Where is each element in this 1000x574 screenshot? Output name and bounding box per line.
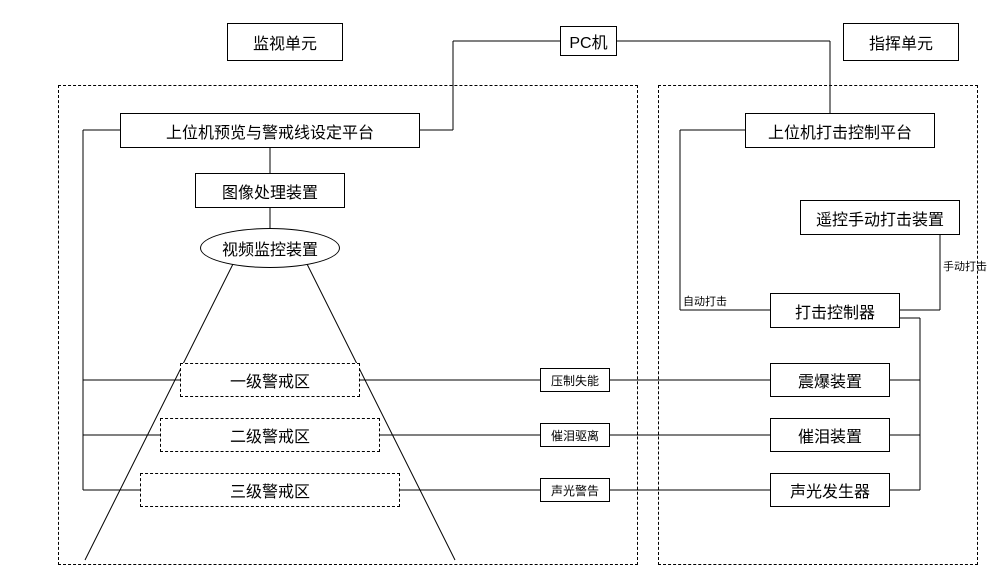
- zone2-label: 二级警戒区: [230, 423, 310, 447]
- strike-platform-label: 上位机打击控制平台: [768, 119, 912, 143]
- stun-device-label: 震爆装置: [798, 368, 862, 392]
- video-monitoring-label: 视频监控装置: [222, 236, 318, 260]
- zone3-label: 三级警戒区: [230, 478, 310, 502]
- manual-strike-label: 手动打击: [943, 258, 987, 274]
- tear-device-label: 催泪装置: [798, 423, 862, 447]
- auto-strike-label: 自动打击: [683, 293, 727, 309]
- strike-platform-box: 上位机打击控制平台: [745, 113, 935, 148]
- sound-light-warn-box: 声光警告: [540, 478, 610, 502]
- sound-light-gen-box: 声光发生器: [770, 473, 890, 507]
- stun-device-box: 震爆装置: [770, 363, 890, 397]
- monitor-unit-label: 监视单元: [253, 30, 317, 54]
- remote-manual-box: 遥控手动打击装置: [800, 200, 960, 235]
- sound-light-gen-label: 声光发生器: [790, 478, 870, 502]
- zone1-label: 一级警戒区: [230, 368, 310, 392]
- preview-platform-label: 上位机预览与警戒线设定平台: [166, 119, 374, 143]
- strike-controller-label: 打击控制器: [795, 299, 875, 323]
- command-unit-box: 指挥单元: [843, 23, 959, 61]
- image-processing-label: 图像处理装置: [222, 179, 318, 203]
- suppress-box: 压制失能: [540, 368, 610, 392]
- suppress-label: 压制失能: [551, 372, 599, 389]
- remote-manual-label: 遥控手动打击装置: [816, 206, 944, 230]
- pc-label: PC机: [569, 29, 607, 53]
- tear-device-box: 催泪装置: [770, 418, 890, 452]
- command-unit-label: 指挥单元: [869, 30, 933, 54]
- zone2-box: 二级警戒区: [160, 418, 380, 452]
- sound-light-warn-label: 声光警告: [551, 482, 599, 499]
- zone1-box: 一级警戒区: [180, 363, 360, 397]
- zone3-box: 三级警戒区: [140, 473, 400, 507]
- image-processing-box: 图像处理装置: [195, 173, 345, 208]
- strike-controller-box: 打击控制器: [770, 293, 900, 328]
- monitor-unit-box: 监视单元: [227, 23, 343, 61]
- tear-drive-label: 催泪驱离: [551, 427, 599, 444]
- video-monitoring-ellipse: 视频监控装置: [200, 228, 340, 268]
- preview-platform-box: 上位机预览与警戒线设定平台: [120, 113, 420, 148]
- tear-drive-box: 催泪驱离: [540, 423, 610, 447]
- pc-box: PC机: [560, 26, 617, 56]
